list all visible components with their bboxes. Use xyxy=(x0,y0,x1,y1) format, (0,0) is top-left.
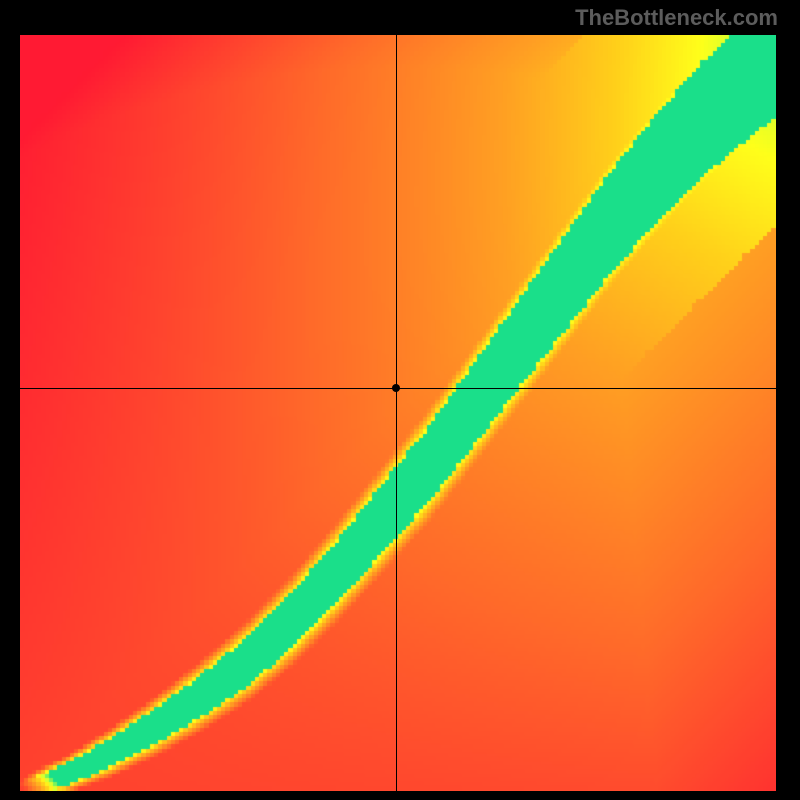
crosshair-marker xyxy=(392,384,400,392)
watermark-text: TheBottleneck.com xyxy=(575,5,778,31)
heatmap-canvas xyxy=(20,35,776,791)
heatmap-plot-area xyxy=(20,35,776,791)
crosshair-vertical xyxy=(396,35,397,791)
